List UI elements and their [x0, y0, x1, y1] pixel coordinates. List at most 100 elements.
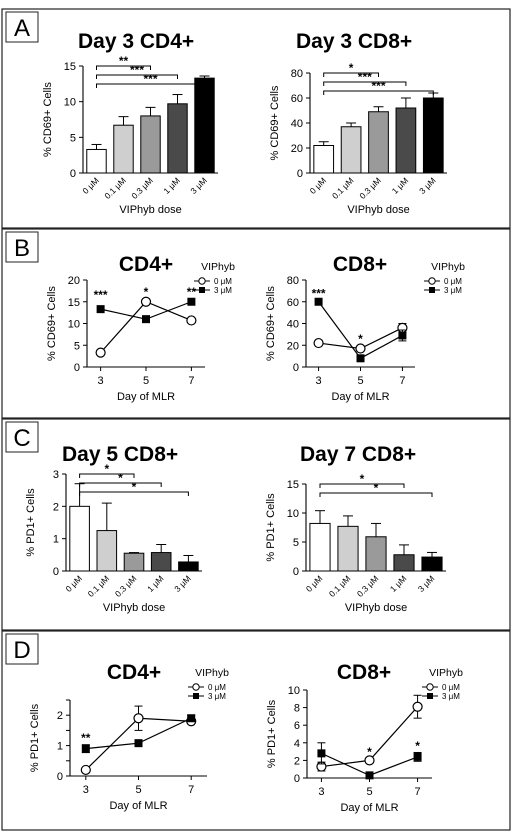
- x-category-label: 1 μM: [388, 573, 409, 594]
- panel-letter: D: [13, 637, 30, 664]
- significance-label: ***: [312, 286, 326, 300]
- chart-a2: 0 20 40 60 80 % CD69+ Cells Day 3 CD8+ 0 μM 0.1 …: [269, 30, 447, 216]
- point-marker: [398, 331, 407, 340]
- legend: VIPhyb 0 μM3 μM: [422, 667, 463, 701]
- significance-label: ***: [358, 70, 372, 84]
- panel-letter-box: [5, 633, 39, 665]
- significance-label: *: [118, 471, 123, 485]
- x-category-label: 3 μM: [188, 175, 209, 196]
- significance-bracket: [79, 491, 189, 496]
- significance-bracket: [96, 65, 151, 70]
- significance-label: ***: [143, 72, 157, 86]
- bar: [69, 505, 90, 572]
- point-marker: [313, 337, 324, 349]
- panel-a: A: [1, 8, 511, 229]
- bar: [150, 552, 172, 572]
- x-axis-label: VIPhyb dose: [103, 602, 165, 614]
- chart-title: Day 3 CD4+: [78, 30, 194, 53]
- y-tick-label: 0: [74, 362, 80, 374]
- y-tick-label: 0: [293, 362, 299, 374]
- y-tick-label: 4: [294, 738, 300, 750]
- point-marker: [187, 297, 196, 306]
- bar: [113, 124, 134, 174]
- x-tick-label: 3: [98, 375, 104, 387]
- y-tick-label: 15: [287, 479, 299, 491]
- y-tick-label: 2: [57, 710, 63, 722]
- x-tick-label: 5: [135, 784, 141, 796]
- legend-marker: [199, 287, 205, 293]
- chart-d2: 0 2 4 6 8 10 % PD1+ Cells CD8+ 3 5 7 Day of MLR * * VI…: [266, 661, 463, 814]
- chart-c1: 0 1 2 3 % PD1+ Cells Day 5 CD8+ 0 μM 0.1 μM 0.3 …: [25, 443, 202, 614]
- legend-title: VIPhyb: [429, 667, 463, 679]
- significance-label: *: [358, 332, 363, 346]
- significance-bracket: [323, 81, 407, 86]
- significance-label: *: [360, 472, 365, 486]
- x-tick-label: 3: [316, 375, 322, 387]
- legend-title: VIPhyb: [195, 667, 229, 679]
- bar: [337, 525, 359, 572]
- significance-bracket: [96, 74, 178, 79]
- x-tick-label: 5: [143, 375, 149, 387]
- legend-label: 3 μM: [208, 692, 226, 701]
- significance-label: ***: [94, 288, 108, 302]
- y-tick-label: 0: [293, 566, 299, 578]
- point-marker: [96, 305, 105, 314]
- panel-frame: [1, 630, 511, 831]
- legend-label: 3 μM: [442, 692, 460, 701]
- chart-title: CD4+: [107, 661, 161, 684]
- legend-marker: [427, 693, 433, 699]
- point-marker: [314, 297, 323, 306]
- bar: [178, 561, 199, 572]
- chart-title: CD4+: [119, 253, 173, 276]
- significance-bracket: [319, 483, 405, 488]
- x-axis-label: Day of MLR: [331, 391, 389, 403]
- y-tick-label: 15: [64, 61, 76, 73]
- significance-label: *: [104, 462, 109, 476]
- significance-label: *: [374, 481, 379, 495]
- legend-label: 0 μM: [444, 277, 462, 286]
- chart-b2: 0 20 40 60 80 % CD69+ Cells CD8+ 3 5 7 Day of MLR *…: [265, 253, 465, 403]
- significance-label: *: [132, 480, 137, 494]
- x-category-label: 1 μM: [390, 175, 411, 196]
- x-tick-label: 7: [399, 375, 405, 387]
- legend-marker: [192, 683, 200, 691]
- y-tick-label: 0: [70, 168, 76, 180]
- chart-title: CD8+: [333, 253, 387, 276]
- y-tick-label: 0: [294, 773, 300, 785]
- y-tick-label: 40: [287, 319, 299, 331]
- significance-bracket: [79, 473, 135, 478]
- significance-label: *: [415, 739, 420, 753]
- y-tick-label: 2: [53, 501, 59, 513]
- y-tick-label: 10: [68, 319, 80, 331]
- point-marker: [133, 713, 144, 724]
- x-axis-label: Day of MLR: [340, 802, 398, 814]
- y-tick-label: 1: [57, 741, 63, 753]
- x-category-label: 3 μM: [417, 175, 438, 196]
- y-tick-label: 8: [294, 703, 300, 715]
- panel-frame: [1, 418, 511, 631]
- chart-title: Day 5 CD8+: [62, 443, 178, 466]
- x-category-label: 0.1 μM: [102, 175, 128, 201]
- y-tick-label: 5: [70, 132, 76, 144]
- y-tick-label: 3: [53, 469, 59, 481]
- chart-a1: 0 5 10 15 % CD69+ Cells Day 3 CD4+ 0 μM 0.1 μM 0…: [42, 30, 218, 216]
- legend-label: 0 μM: [208, 683, 226, 692]
- x-axis-label: VIPhyb dose: [345, 602, 407, 614]
- significance-bracket: [319, 492, 433, 497]
- x-category-label: 0 μM: [304, 573, 325, 594]
- x-axis-label: Day of MLR: [109, 800, 167, 812]
- y-axis-label: % CD69+ Cells: [269, 85, 281, 160]
- y-tick-label: 5: [293, 537, 299, 549]
- x-category-label: 0 μM: [63, 573, 84, 594]
- x-category-label: 1 μM: [145, 573, 166, 594]
- panel-b: B: [1, 228, 511, 419]
- panel-letter: C: [13, 425, 30, 452]
- y-tick-label: 15: [68, 297, 80, 309]
- bar: [340, 126, 362, 174]
- bar: [96, 530, 118, 572]
- y-axis-label: % CD69+ Cells: [42, 82, 54, 157]
- point-marker: [364, 755, 375, 766]
- x-tick-label: 7: [188, 784, 194, 796]
